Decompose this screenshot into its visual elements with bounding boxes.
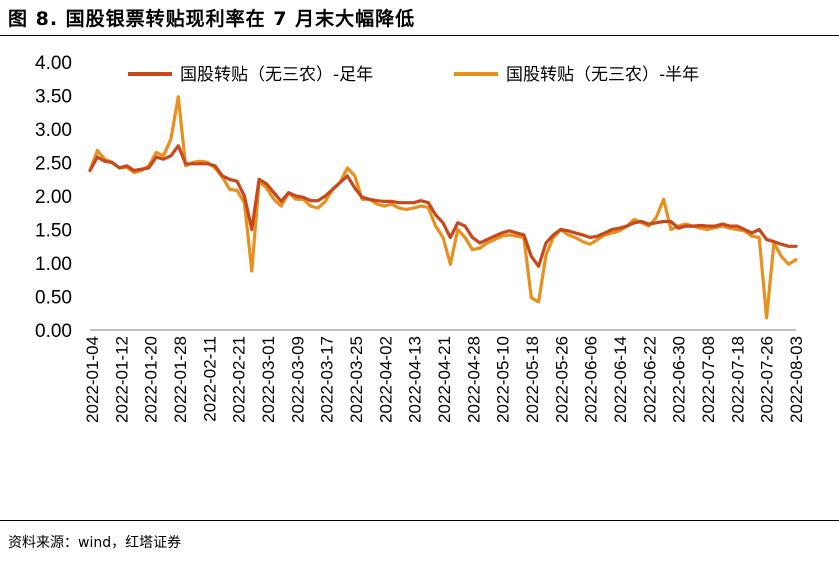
x-tick-label: 2022-01-20 [142, 336, 161, 423]
y-tick-label: 4.00 [35, 53, 72, 74]
x-tick-label: 2022-06-14 [611, 336, 630, 423]
x-tick-label: 2022-04-28 [464, 336, 483, 423]
x-tick-label: 2022-08-03 [787, 336, 806, 423]
series-line-1 [88, 95, 798, 320]
line-chart: 0.00 0.50 1.00 1.50 2.00 2.50 3.00 3.50 4.00 202… [35, 53, 806, 423]
x-tick-label: 2022-01-28 [171, 336, 190, 423]
x-tick-label: 2022-06-30 [670, 336, 689, 423]
y-tick-label: 2.50 [35, 154, 72, 175]
legend: 国股转贴（无三农）-足年 国股转贴（无三农）-半年 [128, 65, 699, 85]
y-tick-label: 3.50 [35, 87, 72, 108]
x-tick-label: 2022-04-13 [406, 336, 425, 423]
x-axis: 2022-01-04 2022-01-12 2022-01-20 2022-01-28… [83, 329, 806, 423]
x-tick-label: 2022-01-04 [83, 336, 102, 423]
x-tick-label: 2022-07-26 [758, 336, 777, 423]
x-tick-label: 2022-03-01 [259, 336, 278, 423]
legend-label: 国股转贴（无三农）-半年 [506, 65, 699, 85]
x-tick-label: 2022-03-09 [288, 336, 307, 423]
x-tick-label: 2022-03-17 [318, 336, 337, 423]
y-tick-label: 0.50 [35, 288, 72, 309]
x-tick-label: 2022-06-06 [582, 336, 601, 423]
x-tick-label: 2022-03-25 [347, 336, 366, 423]
x-tick-label: 2022-07-18 [728, 336, 747, 423]
figure-title: 图 8. 国股银票转贴现利率在 7 月末大幅降低 [8, 8, 416, 30]
series-lines [88, 95, 798, 320]
x-tick-label: 2022-07-08 [699, 336, 718, 423]
top-rule [0, 35, 839, 36]
x-tick-label: 2022-06-22 [640, 336, 659, 423]
y-tick-label: 0.00 [35, 321, 72, 342]
legend-label: 国股转贴（无三农）-足年 [180, 65, 373, 85]
x-tick-label: 2022-02-21 [230, 336, 249, 423]
x-tick-label: 2022-01-12 [112, 336, 131, 423]
x-tick-label: 2022-02-11 [200, 336, 219, 422]
x-tick-label: 2022-05-10 [494, 336, 513, 423]
x-tick-label: 2022-04-21 [435, 336, 454, 423]
x-tick-label: 2022-05-26 [552, 336, 571, 423]
y-tick-label: 2.00 [35, 187, 72, 208]
bottom-rule [0, 520, 839, 521]
series-line-0 [88, 144, 798, 268]
y-tick-label: 1.50 [35, 221, 72, 242]
x-tick-label: 2022-05-18 [523, 336, 542, 423]
y-axis: 0.00 0.50 1.00 1.50 2.00 2.50 3.00 3.50 4.00 [35, 53, 72, 342]
y-tick-label: 1.00 [35, 254, 72, 275]
y-tick-label: 3.00 [35, 120, 72, 141]
x-tick-label: 2022-04-02 [376, 336, 395, 423]
source-note: 资料来源：wind，红塔证券 [8, 535, 182, 551]
